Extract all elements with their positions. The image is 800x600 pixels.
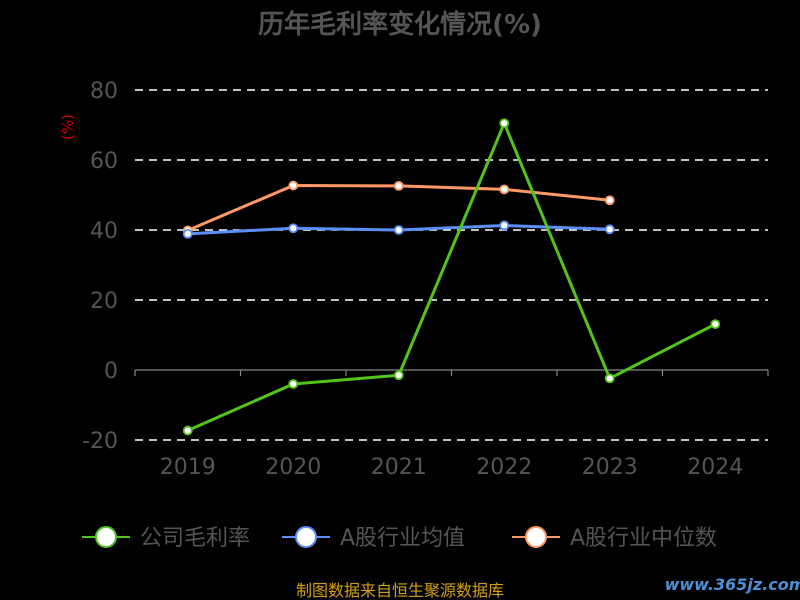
legend-marker [295,526,317,548]
x-tick-label: 2019 [160,455,216,480]
legend-marker [525,526,547,548]
y-tick-label: 80 [90,79,118,104]
series-line [187,121,716,432]
data-point [393,370,404,381]
data-point [710,319,721,330]
data-point [288,379,299,389]
data-point [393,180,404,191]
legend: 公司毛利率 A股行业均值 A股行业中位数 [82,526,717,551]
data-point [604,224,615,235]
data-point [499,118,510,129]
grid [135,89,768,441]
legend-label: A股行业均值 [340,526,465,551]
data-point [182,228,193,239]
data-point [499,220,510,231]
legend-item: A股行业中位数 [512,526,717,551]
x-tick-label: 2023 [582,455,638,480]
x-tick-label: 2024 [687,455,743,480]
x-tick-label: 2020 [265,455,321,480]
data-point [393,225,404,235]
legend-label: A股行业中位数 [570,526,717,551]
x-tick-label: 2021 [371,455,427,480]
legend-label: 公司毛利率 [140,526,250,551]
data-point [604,373,615,384]
data-point [288,180,299,191]
watermark: www.365jz.com [665,575,800,594]
chart-title: 历年毛利率变化情况(%) [258,9,542,40]
y-axis-label: (%) [59,114,77,140]
data-point [499,184,510,195]
series-0 [182,118,721,436]
y-tick-label: 40 [90,219,118,244]
data-point [288,223,299,234]
x-tick-label: 2022 [476,455,532,480]
legend-marker [95,526,117,548]
data-point [604,195,615,206]
y-tick-label: 20 [90,289,118,314]
legend-item: 公司毛利率 [82,526,250,551]
x-axis: 2019 2020 2021 2022 2023 2024 [134,369,769,480]
series-1 [182,220,615,239]
y-tick-label: -20 [82,429,118,454]
legend-item: A股行业均值 [282,526,465,551]
data-point [182,425,193,436]
y-tick-label: 60 [90,149,118,174]
y-axis: -20 0 20 40 60 80 [82,79,118,454]
y-tick-label: 0 [104,359,118,384]
series-2 [182,180,615,236]
source-note: 制图数据来自恒生聚源数据库 [296,581,504,600]
series-lines [182,118,721,436]
